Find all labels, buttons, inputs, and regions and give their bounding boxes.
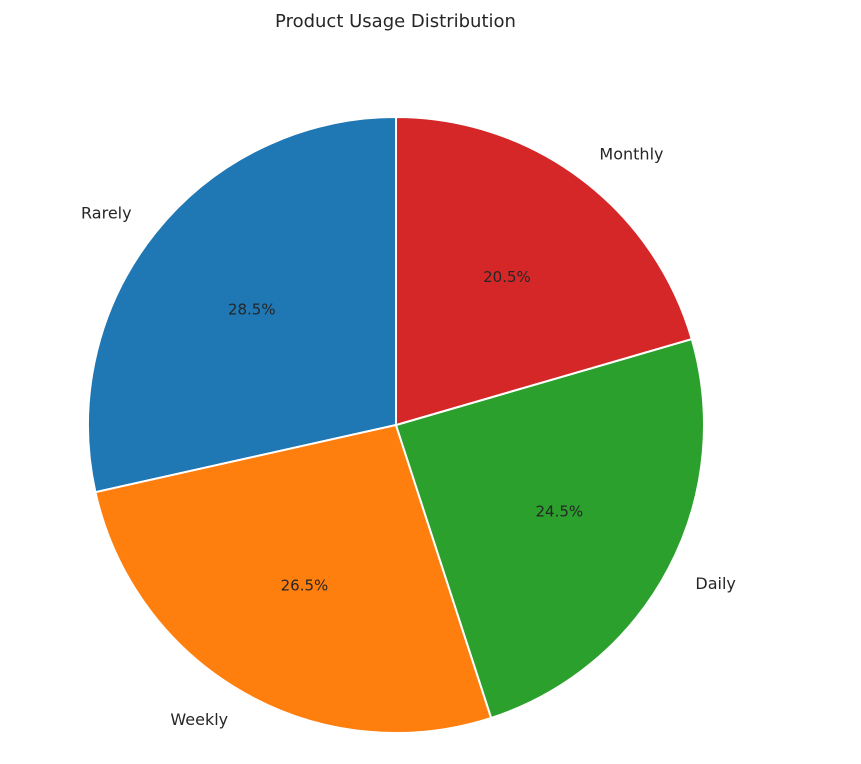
chart-title: Product Usage Distribution <box>275 11 516 32</box>
pie-slice-label-monthly: Monthly <box>599 145 663 164</box>
pie-slice-percent-weekly: 26.5% <box>281 577 329 595</box>
pie-slice-rarely <box>87 116 397 494</box>
pie-slice-percent-monthly: 20.5% <box>483 268 531 286</box>
pie-slice-daily <box>395 338 705 719</box>
pie-slice-weekly <box>94 424 493 734</box>
pie-slice-label-weekly: Weekly <box>170 710 228 729</box>
pie-slice-percent-daily: 24.5% <box>535 502 583 520</box>
pie-slice-label-daily: Daily <box>695 574 735 593</box>
pie-slice-percent-rarely: 28.5% <box>228 300 276 318</box>
pie-slice-monthly <box>395 116 693 426</box>
pie-slice-label-rarely: Rarely <box>81 204 132 223</box>
